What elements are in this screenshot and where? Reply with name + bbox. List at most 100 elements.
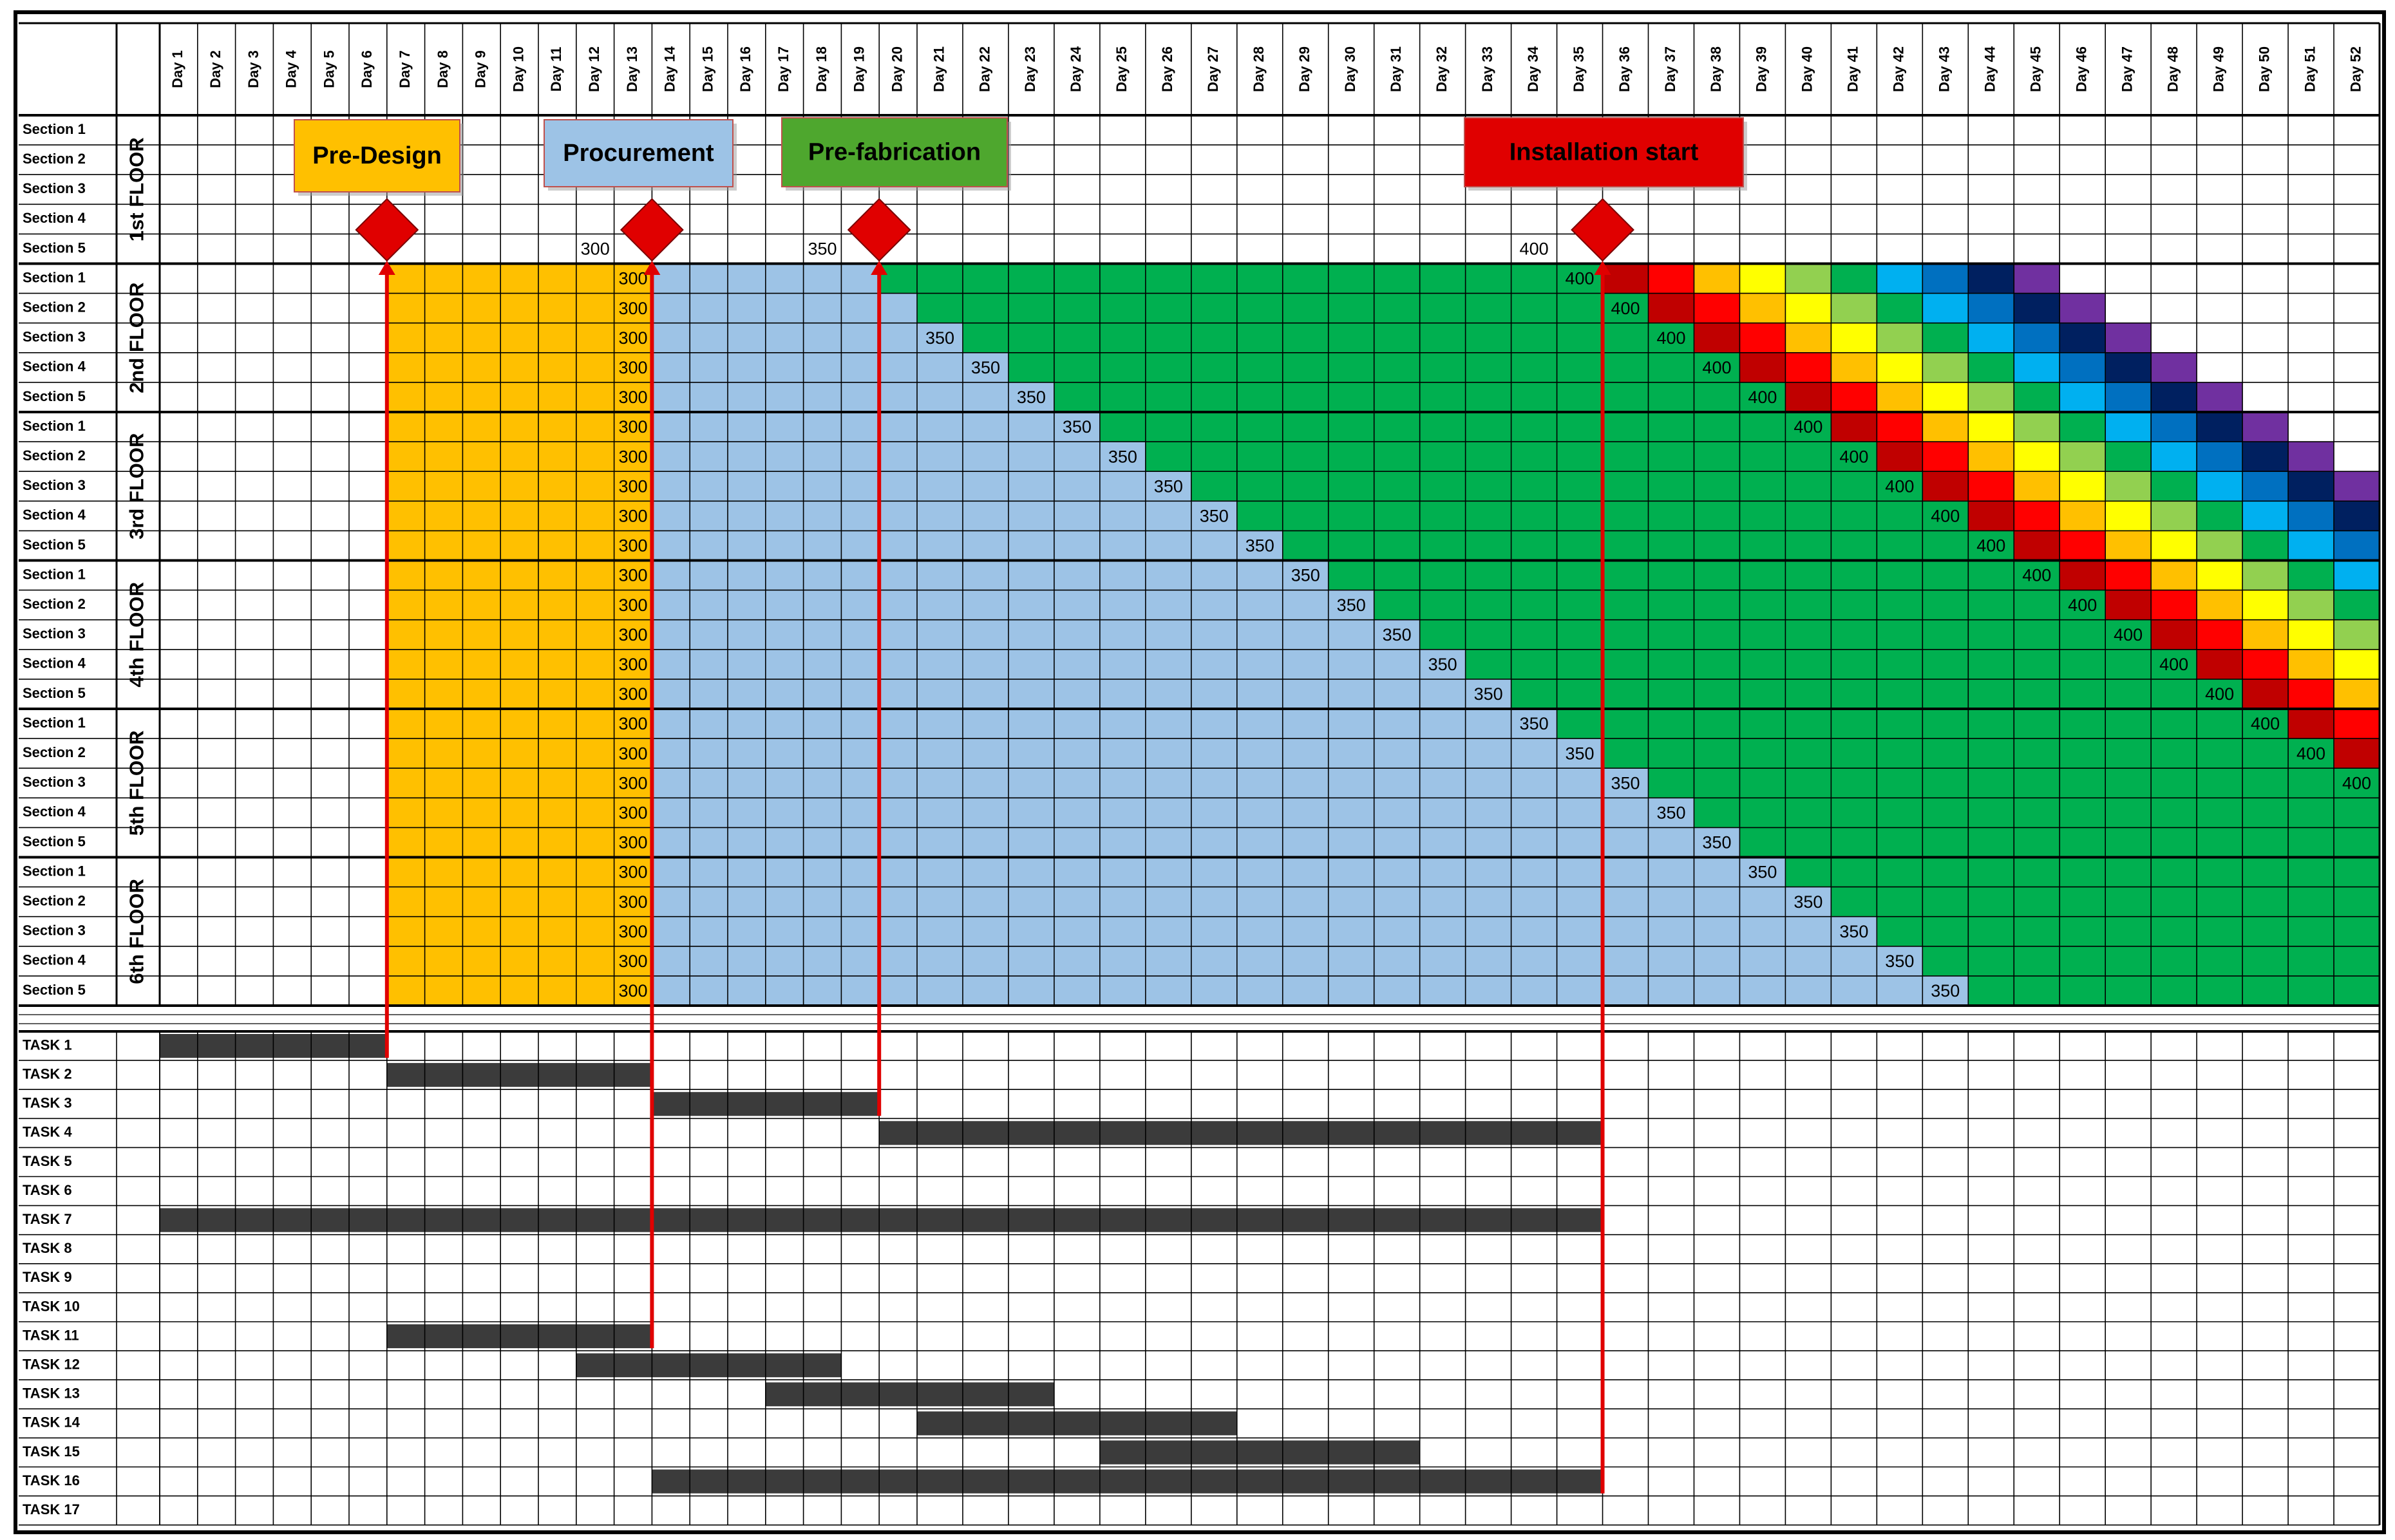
floor-label: 2nd FLOOR <box>126 283 148 393</box>
design-cells <box>386 471 652 502</box>
cell-value: 350 <box>1885 952 1914 971</box>
installation-cell <box>1785 293 1832 323</box>
cell-value: 300 <box>618 625 647 644</box>
arrow-head <box>871 261 888 275</box>
cell-value: 350 <box>1611 773 1640 793</box>
day-label: Day 46 <box>2074 46 2090 92</box>
milestone-diamond <box>620 198 684 262</box>
installation-cell <box>2197 590 2243 620</box>
cell-value: 350 <box>1428 655 1457 674</box>
installation-cell <box>1922 263 1969 294</box>
cell-value: 350 <box>1839 922 1868 941</box>
task-label: TASK 12 <box>23 1356 80 1372</box>
design-cells <box>386 768 652 798</box>
installation-cell <box>1739 293 1786 323</box>
section-label: Section 4 <box>23 803 86 820</box>
section-label: Section 1 <box>23 566 86 582</box>
day-label: Day 43 <box>1936 46 1953 92</box>
procurement-cells <box>652 590 1374 620</box>
installation-cell <box>2197 382 2243 412</box>
day-label: Day 5 <box>321 50 337 88</box>
cell-value: 400 <box>1748 388 1777 407</box>
day-label: Day 8 <box>435 50 451 88</box>
installation-cell <box>2242 471 2289 502</box>
outer-frame <box>14 10 2386 1534</box>
task-label: TASK 7 <box>23 1211 72 1227</box>
installation-cell <box>2014 293 2060 323</box>
installation-cell <box>1968 382 2014 412</box>
cell-value: 300 <box>618 773 647 793</box>
day-label: Day 47 <box>2119 46 2135 92</box>
installation-cell <box>1831 323 1877 353</box>
installation-cell <box>1831 412 1877 442</box>
design-cells <box>386 352 652 382</box>
installation-cell <box>2334 709 2380 739</box>
day-label: Day 33 <box>1479 46 1495 92</box>
cell-value: 300 <box>618 476 647 496</box>
day-label: Day 34 <box>1525 46 1541 92</box>
installation-cell <box>2151 382 2197 412</box>
design-cells <box>386 916 652 946</box>
section-label: Section 1 <box>23 715 86 731</box>
procurement-cells <box>652 323 963 353</box>
section-label: Section 2 <box>23 299 86 315</box>
day-label: Day 52 <box>2347 46 2363 92</box>
installation-cell <box>2105 382 2152 412</box>
installation-cell <box>1877 293 1923 323</box>
installation-cell <box>2059 442 2106 472</box>
installation-cell <box>1785 352 1832 382</box>
milestone-box <box>544 119 734 187</box>
installation-cell <box>2197 560 2243 590</box>
installation-cell <box>1694 323 1740 353</box>
cell-value: 350 <box>1063 417 1092 437</box>
cell-value: 300 <box>618 655 647 674</box>
section-label: Section 3 <box>23 477 86 493</box>
section-label: Section 2 <box>23 596 86 612</box>
cell-value: 400 <box>1520 239 1549 259</box>
cell-value: 350 <box>1931 981 1960 1000</box>
cell-value: 350 <box>1337 596 1366 615</box>
installation-cell <box>1922 442 1969 472</box>
design-cells <box>386 412 652 442</box>
section-label: Section 1 <box>23 121 86 137</box>
day-label: Day 39 <box>1754 46 1770 92</box>
cell-value: 400 <box>2159 655 2188 674</box>
installation-cell <box>2288 501 2334 531</box>
day-label: Day 36 <box>1616 46 1633 92</box>
task-bar <box>652 1469 1603 1494</box>
design-cells <box>386 263 652 294</box>
day-label: Day 6 <box>359 50 375 88</box>
day-label: Day 44 <box>1982 46 1998 92</box>
cell-value: 300 <box>618 922 647 941</box>
day-label: Day 23 <box>1022 46 1038 92</box>
installation-cell <box>1648 293 1694 323</box>
fabrication-cells <box>1968 975 2380 1006</box>
cell-value: 400 <box>1566 269 1595 288</box>
installation-cell <box>2242 560 2289 590</box>
installation-cell <box>1922 412 1969 442</box>
installation-cell <box>2014 323 2060 353</box>
installation-cell <box>1922 293 1969 323</box>
task-bar <box>160 1208 1603 1232</box>
section-label: Section 3 <box>23 329 86 345</box>
cell-value: 300 <box>618 536 647 556</box>
section-label: Section 5 <box>23 239 86 256</box>
installation-cell <box>1968 263 2014 294</box>
cell-value: 300 <box>618 417 647 437</box>
installation-cell <box>1968 352 2014 382</box>
task-bar <box>765 1382 1054 1407</box>
day-label: Day 26 <box>1159 46 1175 92</box>
cell-value: 400 <box>2022 566 2051 585</box>
installation-cell <box>2288 560 2334 590</box>
procurement-cells <box>652 768 1649 798</box>
installation-cell <box>2105 501 2152 531</box>
cell-value: 300 <box>618 388 647 407</box>
design-cells <box>386 619 652 650</box>
installation-cell <box>2288 709 2334 739</box>
cell-value: 300 <box>581 239 610 259</box>
installation-cell <box>2105 471 2152 502</box>
installation-cell <box>1968 471 2014 502</box>
installation-cell <box>1968 501 2014 531</box>
day-label: Day 3 <box>245 50 261 88</box>
installation-cell <box>1739 323 1786 353</box>
